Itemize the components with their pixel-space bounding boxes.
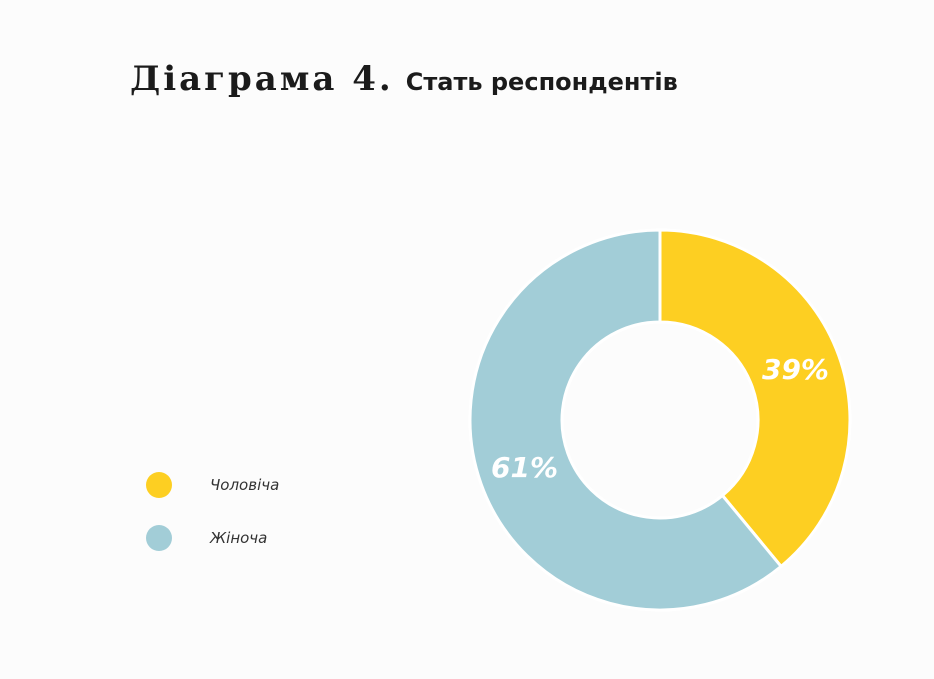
chart-legend: Чоловіча Жіноча xyxy=(146,472,279,578)
legend-swatch-female xyxy=(146,525,172,551)
donut-slice-female xyxy=(468,228,784,612)
chart-title: Діаграма 4. Стать респондентів xyxy=(130,62,678,96)
legend-label-female: Жіноча xyxy=(210,529,268,547)
donut-slice-male xyxy=(658,228,852,569)
legend-swatch-male xyxy=(146,472,172,498)
slice-label-female: 61% xyxy=(491,451,558,484)
legend-item-female: Жіноча xyxy=(146,525,279,551)
chart-title-text: Стать респондентів xyxy=(405,68,678,96)
legend-label-male: Чоловіча xyxy=(210,476,280,494)
slice-label-male: 39% xyxy=(762,353,829,386)
legend-item-male: Чоловіча xyxy=(146,472,279,498)
chart-title-number: Діаграма 4. xyxy=(130,59,394,99)
